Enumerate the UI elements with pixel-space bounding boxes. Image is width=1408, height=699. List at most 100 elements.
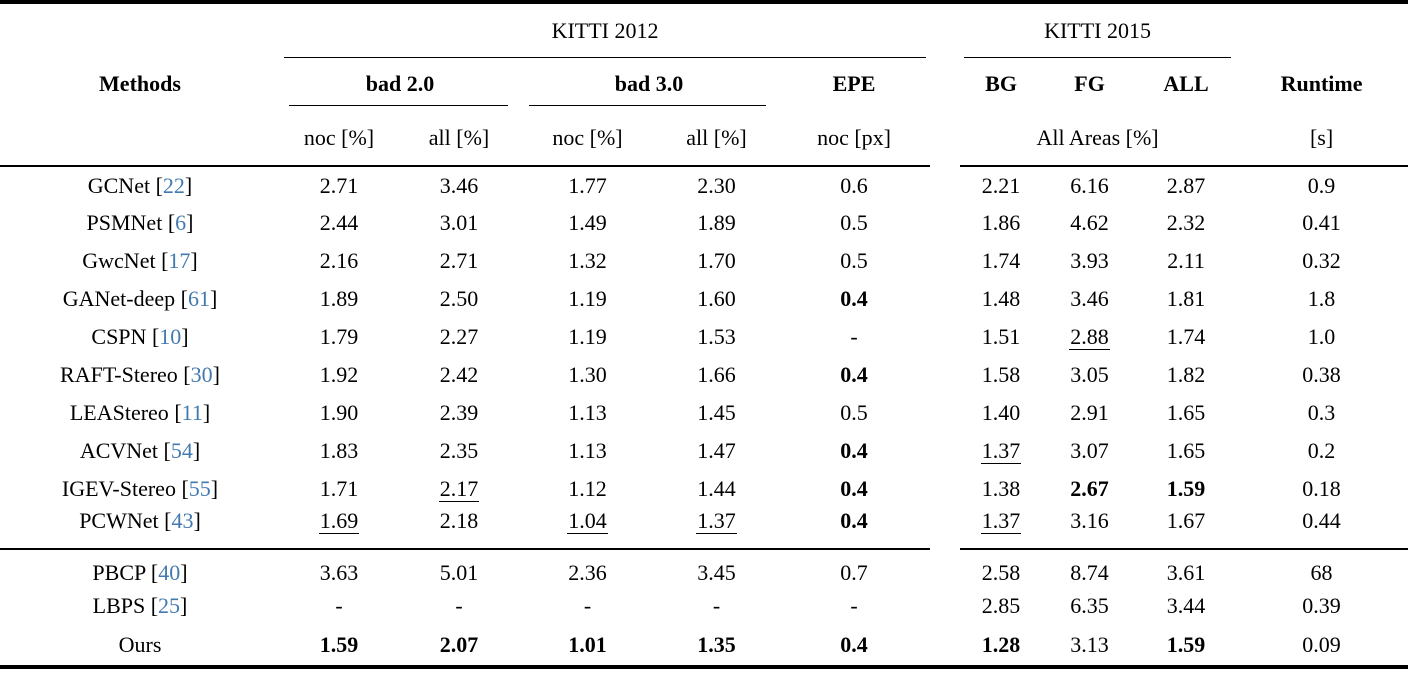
- method-name: LEAStereo: [69, 400, 169, 425]
- value-text: 0.5: [840, 248, 868, 273]
- column-header-row: Methods bad 2.0 bad 3.0 EPE BG FG ALL Ru…: [0, 58, 1408, 110]
- value-cell: 0.38: [1235, 356, 1408, 394]
- methods-header-spacer: [0, 2, 280, 58]
- all-header: ALL: [1163, 71, 1209, 96]
- value-cell: 0.5: [778, 394, 930, 432]
- value-cell: 3.01: [398, 204, 520, 242]
- subheader-epe-noc-px: noc [px]: [778, 110, 931, 167]
- table-row: RAFT-Stereo [30] 1.92 2.42 1.30 1.66 0.4 1.58 3…: [0, 356, 1408, 394]
- value-text: 2.42: [439, 362, 479, 387]
- value-cell: 3.63: [280, 549, 398, 587]
- method-name: GANet-deep: [62, 286, 176, 311]
- value-cell: 2.39: [398, 394, 520, 432]
- value-cell: 1.79: [280, 318, 398, 356]
- value-cell: 0.7: [778, 549, 930, 587]
- value-text: 3.93: [1070, 248, 1109, 273]
- value-cell: 1.90: [280, 394, 398, 432]
- value-text: 0.4: [840, 632, 868, 658]
- subheader-all-areas: All Areas [%]: [960, 110, 1236, 167]
- value-cell: 1.66: [655, 356, 778, 394]
- value-text: 0.41: [1302, 210, 1341, 235]
- method-name: IGEV-Stereo: [61, 476, 176, 501]
- citation-link[interactable]: 22: [162, 172, 185, 198]
- value-cell: 1.89: [655, 204, 778, 242]
- table-row: GwcNet [17] 2.16 2.71 1.32 1.70 0.5 1.74 3.93 2.…: [0, 242, 1408, 280]
- value-text: 1.89: [697, 210, 736, 235]
- column-gap: [930, 394, 960, 432]
- value-cell: 3.46: [1042, 280, 1137, 318]
- value-text: 3.05: [1070, 362, 1109, 387]
- value-cell: 0.9: [1235, 166, 1408, 204]
- citation-link[interactable]: 10: [159, 324, 182, 349]
- citation-link[interactable]: 40: [158, 559, 181, 585]
- value-text: 1.59: [319, 632, 359, 658]
- value-text: 1.32: [568, 248, 607, 273]
- value-cell: 0.5: [778, 242, 930, 280]
- value-text: 3.16: [1070, 508, 1109, 534]
- value-cell: 2.27: [398, 318, 520, 356]
- value-cell: 2.21: [960, 166, 1042, 204]
- value-text: 3.46: [1070, 286, 1109, 311]
- value-cell: 0.4: [778, 470, 930, 508]
- table-row: ACVNet [54] 1.83 2.35 1.13 1.47 0.4 1.37 3.07 1.…: [0, 432, 1408, 470]
- runtime-header: Runtime: [1280, 71, 1363, 96]
- value-text: 0.7: [840, 559, 868, 585]
- value-text: 3.44: [1166, 593, 1206, 619]
- value-text: 1.37: [980, 508, 1022, 535]
- column-gap: [930, 2, 960, 58]
- value-cell: 2.17: [398, 470, 520, 508]
- citation-link[interactable]: 25: [158, 593, 181, 619]
- value-cell: 1.74: [1137, 318, 1235, 356]
- value-text: 0.4: [840, 438, 868, 463]
- value-text: 1.74: [1166, 324, 1206, 349]
- bg-header: BG: [985, 71, 1017, 96]
- table-row: PCWNet [43] 1.69 2.18 1.04 1.37 0.4 1.37 3.16 1.…: [0, 508, 1408, 551]
- value-cell: 3.93: [1042, 242, 1137, 280]
- citation-link[interactable]: 61: [187, 286, 210, 311]
- value-cell: 1.12: [520, 470, 655, 508]
- value-text: 1.67: [1166, 508, 1206, 534]
- subheader-spacer: [0, 110, 280, 167]
- value-text: 1.48: [981, 286, 1021, 311]
- column-gap: [930, 508, 960, 549]
- value-text: 1.04: [567, 508, 608, 535]
- value-cell: 1.70: [655, 242, 778, 280]
- value-cell: 1.82: [1137, 356, 1235, 394]
- method-name: LBPS: [92, 593, 146, 619]
- method-cell: Ours: [0, 625, 280, 667]
- method-name: GCNet: [87, 172, 151, 198]
- value-cell: 3.16: [1042, 508, 1138, 551]
- value-cell: 2.07: [398, 625, 520, 667]
- column-gap: [930, 204, 960, 242]
- value-cell: 1.19: [520, 318, 655, 356]
- value-cell: 0.41: [1235, 204, 1408, 242]
- value-text: 6.16: [1070, 172, 1109, 198]
- citation-link[interactable]: 54: [170, 438, 193, 463]
- value-cell: 3.44: [1137, 587, 1235, 625]
- subheader-bad30-all: all [%]: [655, 110, 778, 167]
- citation-link[interactable]: 17: [168, 248, 191, 273]
- value-text: 0.44: [1302, 508, 1341, 534]
- value-cell: 0.4: [778, 625, 930, 667]
- citation-link[interactable]: 6: [175, 210, 187, 235]
- value-cell: 0.4: [778, 508, 931, 551]
- method-cell: LEAStereo [11]: [69, 400, 211, 425]
- citation-link[interactable]: 55: [188, 476, 211, 501]
- column-gap: [930, 549, 960, 587]
- value-cell: 3.07: [1042, 432, 1137, 470]
- citation-link[interactable]: 43: [171, 508, 194, 534]
- method-cell: RAFT-Stereo [30]: [60, 362, 220, 387]
- bad-3-0-header: bad 3.0: [520, 58, 778, 110]
- value-text: -: [850, 324, 858, 349]
- value-cell: 3.61: [1137, 549, 1235, 587]
- value-cell: 1.71: [280, 470, 398, 508]
- runtime-header-spacer: [1235, 2, 1408, 58]
- value-text: -: [850, 593, 858, 619]
- value-cell: 1.77: [520, 166, 655, 204]
- citation-link[interactable]: 30: [190, 362, 213, 387]
- value-text: 1.66: [697, 362, 736, 387]
- subheader-row: noc [%] all [%] noc [%] all [%] noc [px]…: [0, 110, 1408, 167]
- citation-link[interactable]: 11: [181, 400, 203, 425]
- value-text: 2.35: [439, 438, 479, 463]
